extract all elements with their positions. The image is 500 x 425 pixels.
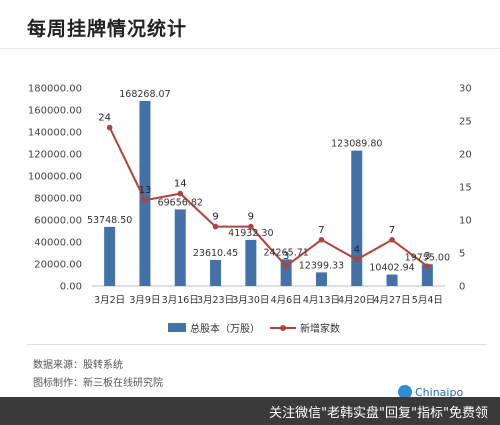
bar <box>104 226 116 286</box>
left-axis-tick: 100000.00 <box>28 172 82 183</box>
x-axis-tick: 3月30日 <box>232 295 269 306</box>
bar-data-label: 123089.80 <box>331 139 382 150</box>
line-data-label: 24 <box>98 113 111 124</box>
bar <box>139 100 151 286</box>
right-axis-tick: 20 <box>459 150 472 161</box>
data-source-note: 数据来源：股转系统 <box>33 360 123 371</box>
bar <box>351 150 363 286</box>
x-axis-tick: 5月4日 <box>412 295 443 306</box>
right-axis-tick: 5 <box>459 249 465 260</box>
left-axis-tick: 80000.00 <box>34 194 82 205</box>
bar-data-label: 19755.00 <box>405 252 450 263</box>
left-axis-tick: 120000.00 <box>28 150 82 161</box>
line-point <box>177 190 184 197</box>
line-data-label: 7 <box>318 225 324 236</box>
bar <box>315 272 327 286</box>
right-axis-tick: 30 <box>459 84 472 95</box>
legend-item-bar: 总股本（万股） <box>168 320 260 335</box>
left-axis-tick: 20000.00 <box>34 260 82 271</box>
line-point <box>389 237 395 243</box>
logo-text: Chinaipo <box>415 385 464 399</box>
caption-text: 关注微信"老韩实盘"回复"指标"免费领 <box>269 406 488 421</box>
line-data-label: 3 <box>424 251 430 262</box>
bar-data-label: 41932.30 <box>228 228 273 239</box>
chart-maker-note: 图标制作：新三板在线研究院 <box>33 378 163 389</box>
left-axis-tick: 40000.00 <box>34 238 82 249</box>
chart-title: 每周挂牌情况统计 <box>27 18 188 40</box>
line-data-label: 9 <box>212 212 218 223</box>
bar <box>174 209 186 286</box>
bar <box>210 260 222 286</box>
x-axis-tick: 4月6日 <box>271 295 302 306</box>
line-point <box>212 223 219 230</box>
line-point <box>248 223 254 230</box>
legend-line-label: 新增家数 <box>300 324 340 335</box>
watermark-logo: Chinaipo <box>398 385 463 399</box>
logo-icon <box>398 385 412 399</box>
bar-data-label: 53748.50 <box>87 215 132 226</box>
title-divider <box>0 48 500 49</box>
line-point <box>283 263 289 270</box>
line-data-label: 13 <box>139 185 152 196</box>
left-axis-tick: 180000.00 <box>28 84 82 95</box>
x-axis-tick: 3月2日 <box>94 295 125 306</box>
bar-data-label: 23610.45 <box>193 248 238 259</box>
bar <box>280 259 292 286</box>
line-point <box>106 124 113 131</box>
line-point <box>318 237 325 243</box>
bar <box>245 239 257 286</box>
x-axis-tick: 4月27日 <box>373 295 410 306</box>
line-series <box>108 127 428 268</box>
legend-bar-swatch <box>168 323 186 332</box>
x-axis-tick: 3月9日 <box>129 295 160 306</box>
line-data-label: 9 <box>248 212 254 223</box>
caption-bar: 关注微信"老韩实盘"回复"指标"免费领 <box>0 397 500 425</box>
legend: 总股本（万股） 新增家数 <box>0 316 500 336</box>
left-axis-tick: 60000.00 <box>34 216 82 227</box>
left-axis-tick: 140000.00 <box>28 128 82 139</box>
line-data-label: 7 <box>389 225 395 236</box>
line-data-label: 3 <box>283 251 289 262</box>
bar-data-label: 12399.33 <box>299 260 344 271</box>
bar-data-label: 24265.71 <box>263 247 308 258</box>
left-axis-tick: 0.00 <box>60 282 82 293</box>
line-point <box>353 256 360 263</box>
line-point <box>142 197 148 203</box>
line-point <box>424 263 431 270</box>
bar-data-label: 69656.82 <box>158 197 203 208</box>
right-axis-tick: 0 <box>459 282 465 293</box>
bar-data-label: 168268.07 <box>119 89 170 100</box>
left-axis-tick: 160000.00 <box>28 106 82 117</box>
bar <box>421 264 433 286</box>
x-axis-tick: 3月23日 <box>197 295 234 306</box>
right-axis-tick: 15 <box>459 183 472 194</box>
footer-divider <box>27 344 487 345</box>
x-axis-tick: 4月20日 <box>338 295 375 306</box>
right-axis-tick: 25 <box>459 117 472 128</box>
combo-chart: 0.00 20000.00 40000.00 60000.00 80000.00 1000… <box>28 84 472 307</box>
legend-item-line: 新增家数 <box>270 320 340 335</box>
legend-line-swatch <box>270 323 296 333</box>
bar-data-label: 10402.94 <box>369 263 414 274</box>
legend-bar-label: 总股本（万股） <box>190 324 260 335</box>
line-data-label: 4 <box>354 245 360 256</box>
x-axis-tick: 4月13日 <box>303 295 340 306</box>
bar <box>386 274 398 286</box>
line-data-label: 14 <box>174 179 187 190</box>
right-axis-tick: 10 <box>459 216 472 227</box>
x-axis-tick: 3月16日 <box>162 295 199 306</box>
